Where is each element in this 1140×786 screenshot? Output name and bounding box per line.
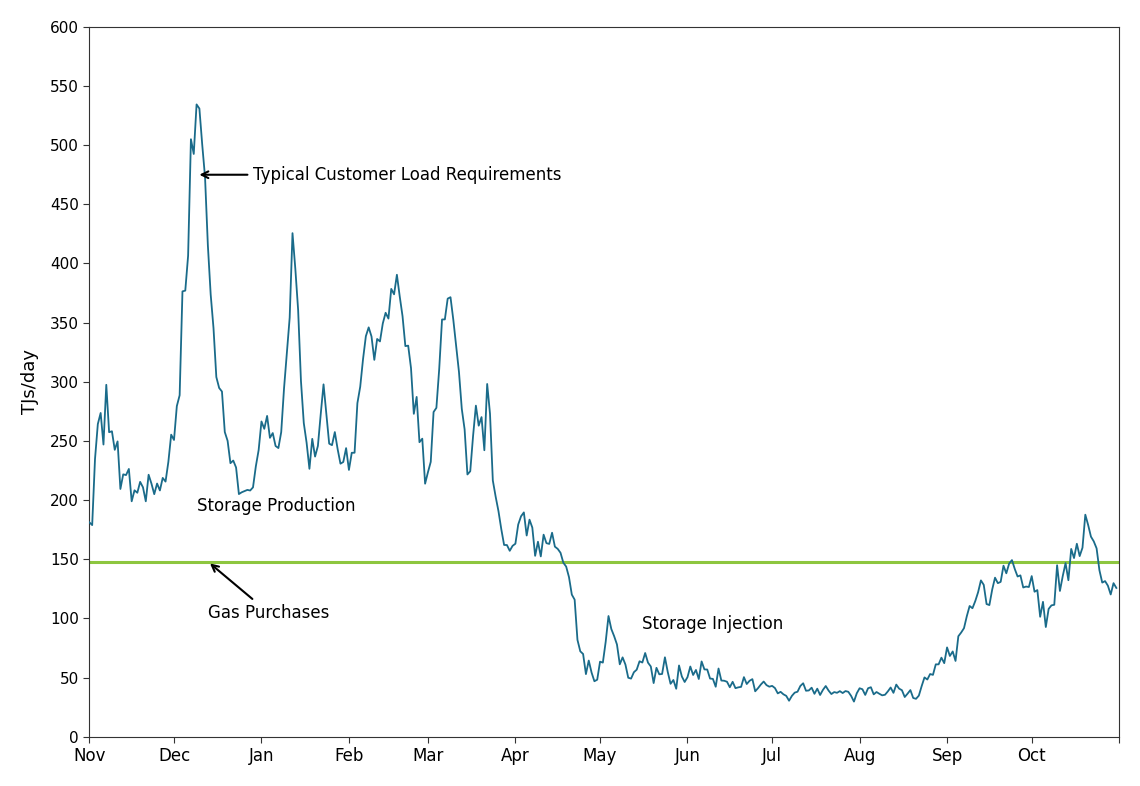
Text: Gas Purchases: Gas Purchases: [207, 565, 329, 622]
Y-axis label: TJs/day: TJs/day: [21, 349, 39, 414]
Text: Storage Production: Storage Production: [196, 497, 355, 515]
Text: Typical Customer Load Requirements: Typical Customer Load Requirements: [202, 166, 562, 184]
Text: Storage Injection: Storage Injection: [642, 615, 783, 634]
